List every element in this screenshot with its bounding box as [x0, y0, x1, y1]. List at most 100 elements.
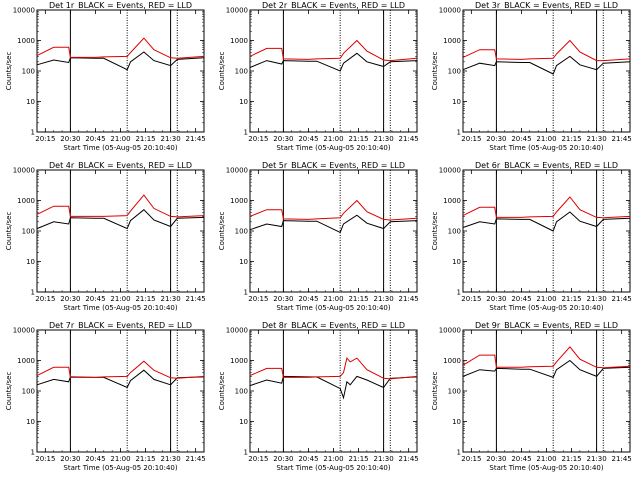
- x-tick-label: 21:30: [161, 455, 181, 463]
- y-tick-label: 10: [452, 418, 461, 426]
- x-tick-label: 21:30: [587, 135, 607, 143]
- y-axis-label: Counts/sec: [218, 372, 226, 411]
- chart-title: Det 1r_BLACK = Events, RED = LLD: [49, 1, 192, 10]
- x-tick-label: 21:30: [161, 295, 181, 303]
- x-tick-label: 21:00: [536, 135, 556, 143]
- plot-frame: [462, 329, 631, 453]
- x-tick-label: 21:30: [374, 295, 394, 303]
- y-tick-label: 10000: [439, 7, 461, 15]
- x-tick-label: 21:00: [110, 455, 130, 463]
- events-series-line: [462, 359, 631, 379]
- x-tick-label: 21:00: [323, 295, 343, 303]
- x-tick-label: 20:45: [85, 295, 105, 303]
- events-series-line: [36, 209, 205, 230]
- y-tick-label: 100: [448, 68, 461, 76]
- chart-title: Det 3r_BLACK = Events, RED = LLD: [475, 1, 618, 10]
- lld-series-line: [462, 346, 631, 369]
- chart-title: Det 6r_BLACK = Events, RED = LLD: [475, 161, 618, 170]
- x-tick-label: 21:00: [110, 135, 130, 143]
- y-tick-label: 10000: [13, 167, 35, 175]
- y-tick-label: 100: [22, 388, 35, 396]
- x-tick-label: 21:45: [399, 455, 419, 463]
- y-axis-label: Counts/sec: [431, 52, 439, 91]
- x-tick-label: 20:15: [461, 295, 481, 303]
- x-tick-label: 21:15: [348, 295, 368, 303]
- y-tick-label: 1: [31, 129, 35, 137]
- plot-frame: [249, 329, 418, 453]
- y-tick-label: 10: [239, 418, 248, 426]
- x-tick-label: 21:00: [536, 295, 556, 303]
- plot-frame: [249, 9, 418, 133]
- x-axis-label: Start Time (05-Aug-05 20:10:40): [489, 144, 603, 152]
- y-tick-label: 1: [457, 449, 461, 457]
- detector-panel-3: Det 3r_BLACK = Events, RED = LLD 1 10 100 10…: [431, 1, 632, 152]
- x-axis-label: Start Time (05-Aug-05 20:10:40): [63, 144, 177, 152]
- x-tick-label: 21:45: [186, 295, 206, 303]
- x-axis-label: Start Time (05-Aug-05 20:10:40): [276, 144, 390, 152]
- x-tick-label: 21:45: [399, 135, 419, 143]
- y-tick-label: 10000: [13, 327, 35, 335]
- y-axis-label: Counts/sec: [5, 212, 13, 251]
- y-tick-label: 1000: [17, 357, 35, 365]
- lld-series-line: [462, 39, 631, 62]
- x-tick-label: 20:30: [273, 295, 293, 303]
- events-series-line: [249, 375, 418, 400]
- events-series-line: [249, 52, 418, 72]
- lld-series-line: [36, 194, 205, 218]
- x-axis-label: Start Time (05-Aug-05 20:10:40): [489, 464, 603, 472]
- y-tick-label: 10000: [226, 7, 248, 15]
- y-axis-label: Counts/sec: [218, 212, 226, 251]
- x-tick-label: 20:15: [35, 455, 55, 463]
- x-tick-label: 20:15: [35, 135, 55, 143]
- x-tick-label: 20:45: [298, 295, 318, 303]
- x-tick-label: 20:45: [511, 135, 531, 143]
- y-tick-label: 1: [457, 129, 461, 137]
- y-tick-label: 100: [448, 388, 461, 396]
- x-tick-label: 20:15: [461, 135, 481, 143]
- x-tick-label: 20:15: [248, 135, 268, 143]
- y-tick-label: 1: [244, 449, 248, 457]
- y-tick-label: 1000: [230, 357, 248, 365]
- y-tick-label: 10: [26, 418, 35, 426]
- detector-panel-9: Det 9r_BLACK = Events, RED = LLD 1 10 100 10…: [431, 321, 632, 472]
- x-axis-label: Start Time (05-Aug-05 20:10:40): [276, 464, 390, 472]
- x-tick-label: 20:45: [511, 455, 531, 463]
- y-axis-label: Counts/sec: [431, 372, 439, 411]
- y-tick-label: 10000: [226, 167, 248, 175]
- y-tick-label: 100: [235, 388, 248, 396]
- detector-panel-7: Det 7r_BLACK = Events, RED = LLD 1 10 100 10…: [5, 321, 206, 472]
- y-tick-label: 1000: [230, 37, 248, 45]
- lld-series-line: [249, 357, 418, 380]
- y-tick-label: 10: [239, 98, 248, 106]
- x-tick-label: 21:15: [135, 135, 155, 143]
- chart-title: Det 9r_BLACK = Events, RED = LLD: [475, 321, 618, 330]
- x-tick-label: 21:30: [587, 295, 607, 303]
- x-tick-label: 20:45: [85, 455, 105, 463]
- x-tick-label: 20:30: [273, 455, 293, 463]
- lld-series-line: [249, 39, 418, 62]
- x-axis-label: Start Time (05-Aug-05 20:10:40): [63, 304, 177, 312]
- x-tick-label: 21:45: [186, 455, 206, 463]
- y-axis-label: Counts/sec: [218, 52, 226, 91]
- x-axis-label: Start Time (05-Aug-05 20:10:40): [63, 464, 177, 472]
- x-tick-label: 20:45: [85, 135, 105, 143]
- x-tick-label: 21:45: [612, 455, 632, 463]
- x-tick-label: 21:00: [323, 455, 343, 463]
- events-series-line: [249, 214, 418, 234]
- y-axis-label: Counts/sec: [5, 52, 13, 91]
- x-tick-label: 20:45: [298, 135, 318, 143]
- events-series-line: [36, 369, 205, 389]
- x-tick-label: 21:30: [587, 455, 607, 463]
- y-tick-label: 10: [239, 258, 248, 266]
- x-tick-label: 20:15: [248, 455, 268, 463]
- x-tick-label: 21:15: [561, 295, 581, 303]
- x-tick-label: 21:45: [612, 135, 632, 143]
- y-tick-label: 10000: [226, 327, 248, 335]
- y-tick-label: 1000: [443, 37, 461, 45]
- events-series-line: [462, 211, 631, 232]
- plot-frame: [36, 169, 205, 293]
- y-tick-label: 10: [26, 98, 35, 106]
- detector-panel-1: Det 1r_BLACK = Events, RED = LLD 1 10 100 10…: [5, 1, 206, 152]
- x-tick-label: 20:45: [298, 455, 318, 463]
- events-series-line: [36, 51, 205, 71]
